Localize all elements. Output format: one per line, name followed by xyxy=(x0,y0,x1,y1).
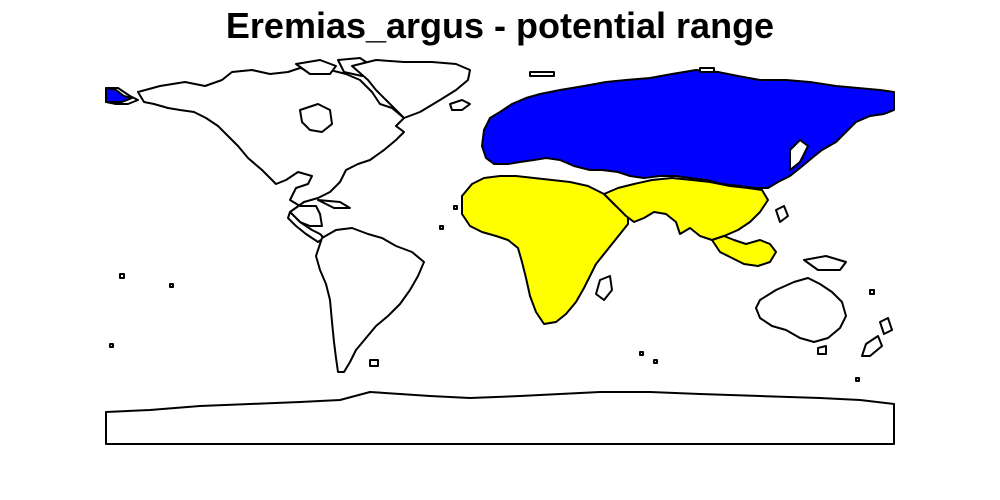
island-dot xyxy=(699,67,715,73)
arctic-island-1 xyxy=(295,59,337,75)
island-dot xyxy=(869,289,875,295)
tasmania xyxy=(817,345,827,355)
australia xyxy=(755,277,847,343)
island-dot xyxy=(439,225,444,230)
north-america xyxy=(137,67,405,227)
south-america xyxy=(315,227,425,373)
iceland xyxy=(449,99,471,111)
antarctica xyxy=(105,391,895,445)
japan xyxy=(789,139,809,171)
southeast-asia xyxy=(711,235,777,267)
island-dot xyxy=(653,359,658,364)
island-dot xyxy=(119,273,125,279)
map-title: Eremias_argus - potential range xyxy=(225,5,775,46)
island-dot xyxy=(109,343,114,348)
new-guinea xyxy=(803,255,847,271)
arabia-south-asia xyxy=(603,177,769,241)
hudson-bay xyxy=(299,103,333,133)
island-dot xyxy=(639,351,644,356)
new-zealand-north xyxy=(879,317,893,335)
greenland xyxy=(351,59,471,119)
philippines xyxy=(775,205,789,223)
africa xyxy=(461,175,629,325)
madagascar xyxy=(595,275,613,301)
falklands xyxy=(369,359,379,367)
island-dot xyxy=(855,377,860,382)
new-zealand-south xyxy=(861,335,883,357)
alaska-west-blue xyxy=(105,87,133,103)
cuba xyxy=(317,199,351,209)
island-dot xyxy=(453,205,458,210)
island-dot xyxy=(169,283,174,288)
northern-eurasia xyxy=(481,69,895,189)
island-dot xyxy=(529,71,555,77)
